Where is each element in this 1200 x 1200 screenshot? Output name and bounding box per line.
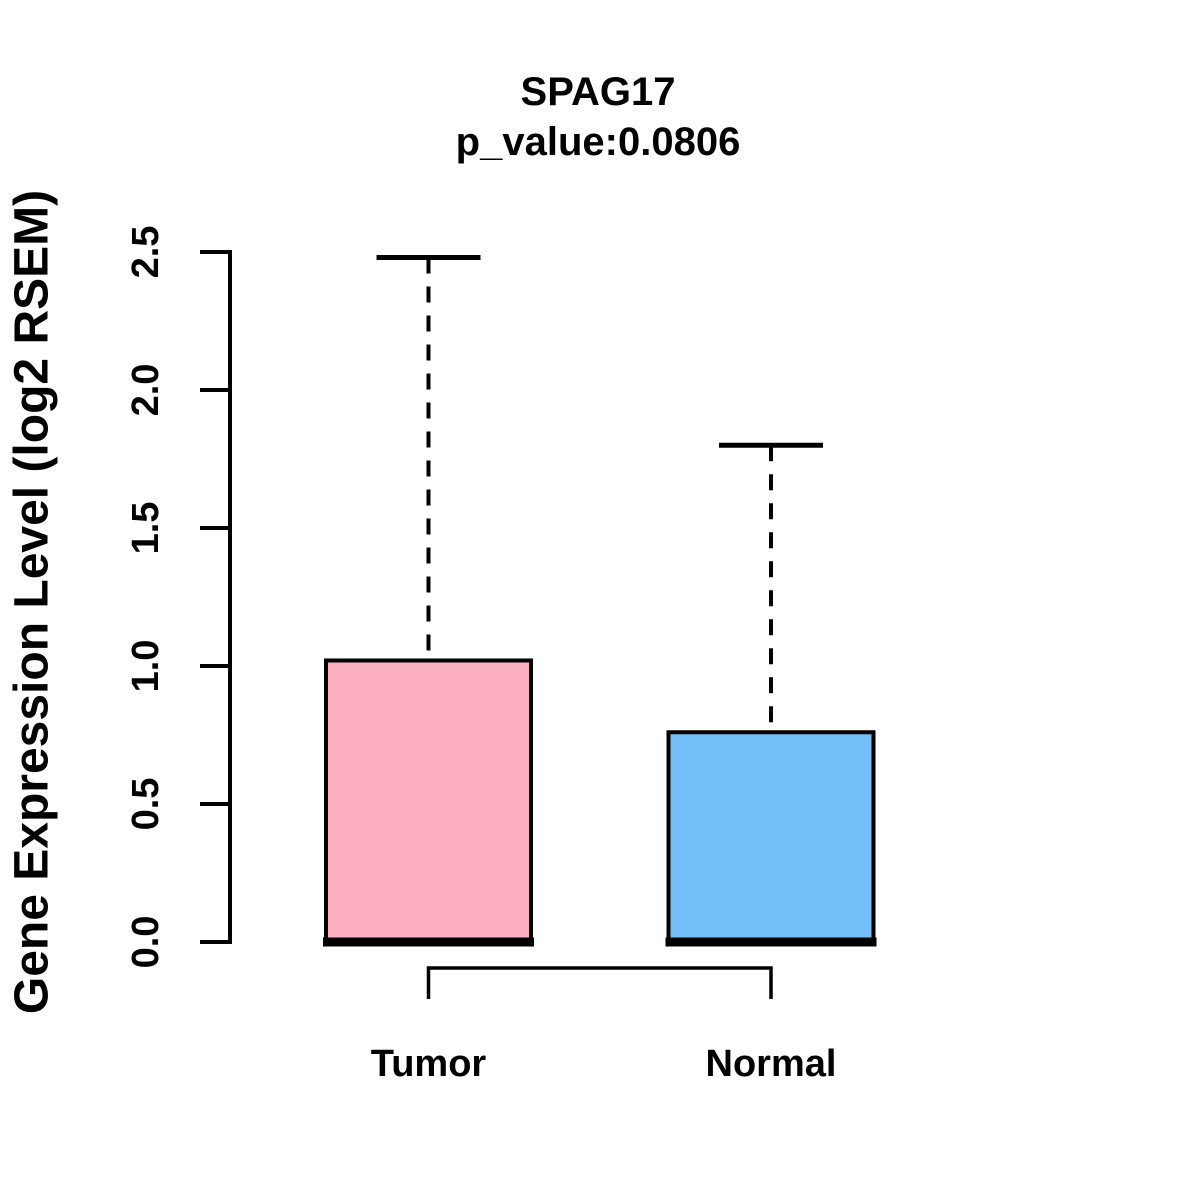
y-axis-tick-label: 2.0 <box>125 364 167 417</box>
tumor-category-label: Tumor <box>371 1043 487 1085</box>
tumor-box <box>324 658 533 944</box>
chart-title: SPAG17 <box>520 70 676 114</box>
chart-subtitle: p_value:0.0806 <box>455 120 741 164</box>
normal-category-label: Normal <box>706 1043 837 1085</box>
y-axis-tick-label: 0.0 <box>125 916 167 969</box>
y-axis-tick-label: 1.0 <box>125 640 167 693</box>
y-axis-tick-label: 0.5 <box>125 778 167 831</box>
comparison-bracket <box>426 966 773 999</box>
y-axis-tick-label: 1.5 <box>125 502 167 555</box>
normal-box <box>666 730 876 944</box>
y-axis-tick-label: 2.5 <box>125 226 167 279</box>
